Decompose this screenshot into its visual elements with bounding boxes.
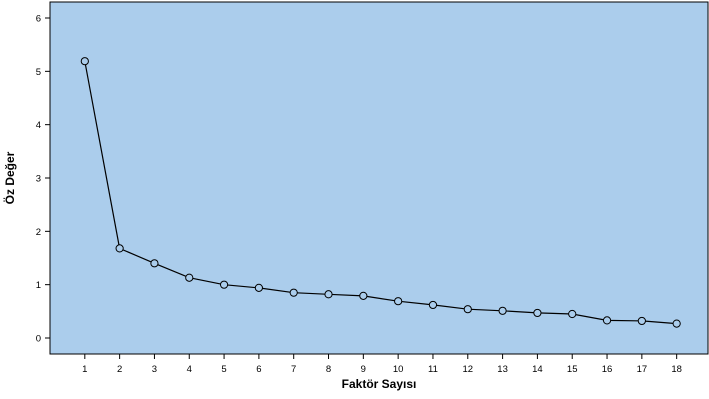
x-tick-label: 10 (393, 364, 404, 375)
x-tick-label: 18 (671, 364, 682, 375)
y-tick-label: 6 (36, 14, 41, 25)
data-point (428, 300, 438, 310)
series-line (84, 61, 677, 325)
data-point (394, 297, 403, 306)
x-tick-label: 11 (428, 364, 438, 375)
x-tick-label: 9 (361, 364, 366, 375)
y-tick-label: 5 (36, 67, 41, 78)
x-tick-label: 6 (256, 364, 261, 375)
x-axis: 1 2 3 4 5 6 7 8 9 10 11 12 13 14 15 16 17 18 (82, 354, 682, 375)
data-point (498, 306, 507, 315)
x-tick-label: 3 (152, 364, 157, 375)
x-tick-label: 13 (497, 364, 508, 375)
x-axis-title: Faktör Sayısı (342, 377, 417, 391)
x-tick-label: 7 (291, 364, 296, 375)
y-tick-label: 4 (36, 120, 41, 131)
plot-area (49, 1, 709, 355)
y-tick-label: 2 (36, 227, 41, 238)
data-points (80, 57, 681, 328)
x-tick-label: 8 (326, 364, 331, 375)
y-axis-title: Öz Değer (2, 151, 17, 204)
data-point (637, 316, 646, 326)
data-point (185, 273, 194, 282)
x-tick-label: 4 (187, 364, 192, 375)
data-point (289, 288, 298, 297)
data-point (602, 316, 612, 325)
data-point (219, 280, 229, 289)
x-tick-label: 17 (637, 364, 648, 375)
y-tick-label: 3 (36, 174, 41, 185)
y-tick-label: 0 (36, 334, 41, 345)
x-tick-label: 5 (221, 364, 226, 375)
y-tick-label: 1 (36, 280, 41, 291)
x-tick-label: 14 (532, 364, 543, 375)
data-point (115, 244, 124, 253)
data-point (324, 290, 333, 299)
x-tick-label: 16 (602, 364, 613, 375)
data-point (463, 305, 472, 314)
x-tick-label: 12 (462, 364, 473, 375)
x-tick-label: 2 (117, 364, 122, 375)
x-tick-label: 15 (567, 364, 578, 375)
y-axis: 0 1 2 3 4 5 6 (36, 14, 50, 345)
data-point (80, 57, 89, 66)
data-point (150, 259, 159, 268)
x-tick-label: 1 (82, 364, 87, 375)
data-point (359, 291, 368, 300)
data-point (533, 308, 542, 318)
data-point (672, 319, 681, 328)
data-point (568, 309, 577, 319)
data-point (254, 283, 263, 292)
